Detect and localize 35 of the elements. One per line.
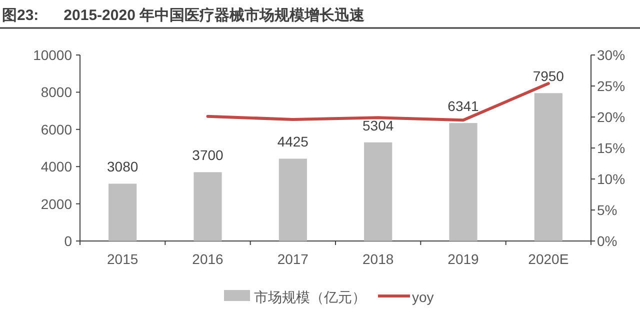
x-tick-label: 2018 — [362, 251, 394, 267]
y-tick-label: 2000 — [40, 196, 72, 212]
y-tick-label: 8000 — [40, 84, 72, 100]
bar — [108, 184, 137, 241]
y2-tick-label: 30% — [597, 47, 626, 63]
y2-tick-label: 0% — [597, 233, 618, 249]
x-tick-label: 2015 — [107, 251, 138, 267]
data-label: 3080 — [107, 158, 138, 175]
x-tick-label: 2016 — [192, 251, 224, 267]
legend-label: 市场规模（亿元） — [254, 289, 366, 305]
y-tick-label: 4000 — [40, 158, 72, 175]
data-label: 6341 — [448, 98, 480, 114]
x-tick-label: 2020E — [528, 251, 569, 267]
y2-tick-label: 10% — [597, 171, 626, 187]
y2-tick-label: 20% — [597, 109, 626, 125]
data-label: 5304 — [362, 117, 394, 134]
y-tick-label: 0 — [64, 233, 72, 249]
bar — [364, 142, 392, 241]
x-tick-label: 2017 — [277, 251, 309, 267]
y2-tick-label: 5% — [597, 202, 618, 218]
bar — [194, 172, 222, 241]
legend-label: yoy — [412, 289, 434, 305]
data-label: 4425 — [277, 134, 309, 150]
chart-title: 图23: 2015-2020 年中国医疗器械市场规模增长迅速 — [2, 6, 366, 24]
y2-tick-label: 15% — [597, 140, 626, 156]
bar — [449, 123, 478, 241]
y-tick-label: 6000 — [40, 121, 72, 138]
x-tick-label: 2019 — [448, 251, 480, 267]
bar — [534, 93, 562, 241]
bar — [278, 158, 307, 241]
line-series — [206, 82, 550, 122]
data-label: 7950 — [532, 68, 564, 84]
y-tick-label: 10000 — [33, 47, 72, 63]
data-label: 3700 — [192, 147, 224, 164]
y2-tick-label: 25% — [597, 78, 626, 94]
